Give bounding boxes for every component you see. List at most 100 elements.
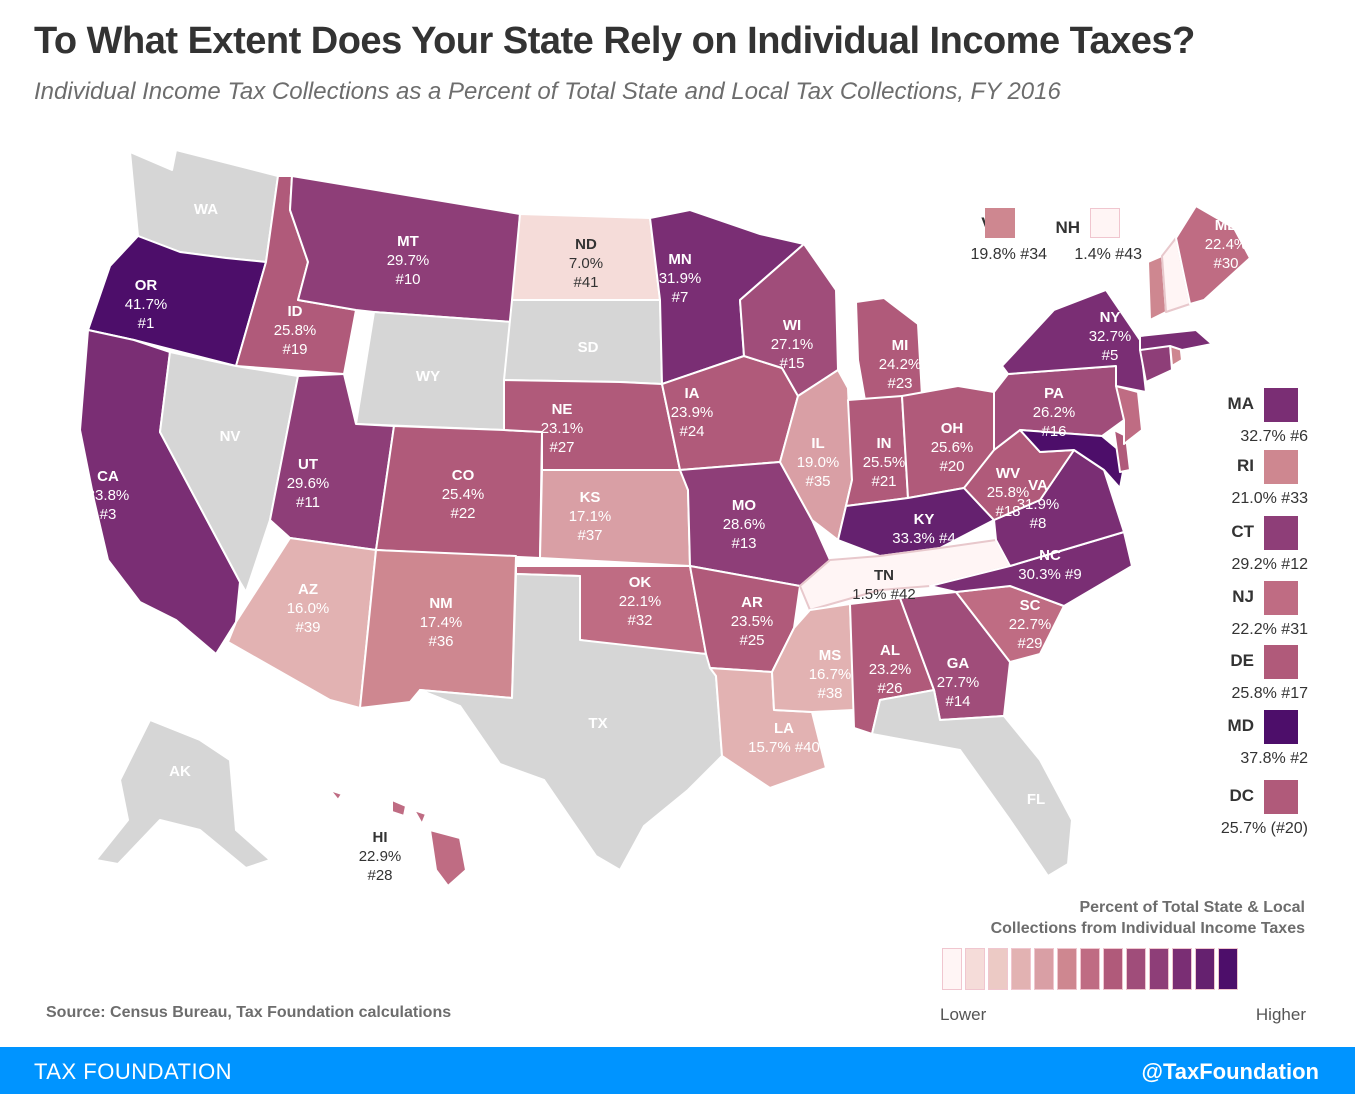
legend-high-label: Higher: [1255, 1005, 1306, 1024]
state-rank-ut: #11: [296, 494, 320, 511]
side-value-ma: 32.7% #6: [1240, 428, 1308, 445]
state-rank-ok: #32: [627, 612, 652, 629]
state-value-wv: 25.8%: [987, 484, 1030, 501]
legend-swatch-1: [942, 948, 962, 990]
state-ks: [539, 469, 691, 567]
state-value-ia: 23.9%: [671, 404, 714, 421]
side-swatch-md: [1264, 710, 1298, 744]
state-me: [1175, 205, 1251, 305]
state-value-sc: 22.7%: [1009, 616, 1052, 633]
state-value-nd: 7.0%: [569, 255, 603, 272]
state-value-mt: 29.7%: [387, 252, 430, 269]
state-value-co: 25.4%: [442, 486, 485, 503]
state-rank-me: #30: [1213, 255, 1238, 272]
state-value-id: 25.8%: [274, 322, 317, 339]
state-label-hi: HI: [373, 829, 388, 846]
state-value-ne: 23.1%: [541, 420, 584, 437]
footer-twitter-handle[interactable]: @TaxFoundation: [1141, 1059, 1319, 1084]
state-label-nv: NV: [220, 428, 241, 445]
side-abbr-ri: RI: [1237, 456, 1254, 475]
state-rank-co: #22: [450, 505, 475, 522]
state-ak: [95, 719, 271, 869]
state-label-az: AZ: [298, 581, 318, 598]
state-rank-az: #39: [295, 619, 320, 636]
page-title: To What Extent Does Your State Rely on I…: [34, 20, 1195, 62]
state-nj: [1115, 385, 1143, 445]
state-value-ms: 16.7%: [809, 666, 852, 683]
state-value-pa: 26.2%: [1033, 404, 1076, 421]
state-label-mo: MO: [732, 497, 756, 514]
state-label-in: IN: [877, 435, 892, 452]
state-label-ks: KS: [580, 489, 601, 506]
state-rank-pa: #16: [1041, 423, 1066, 440]
state-rank-id: #19: [282, 341, 307, 358]
state-label-ok: OK: [629, 574, 652, 591]
state-rank-mo: #13: [731, 535, 756, 552]
state-rank-va: #8: [1030, 515, 1047, 532]
state-label-la: LA: [774, 720, 794, 737]
legend-swatch-4: [1011, 948, 1031, 990]
state-label-ms: MS: [819, 647, 842, 664]
state-label-ky: KY: [914, 511, 935, 528]
state-label-ca: CA: [97, 468, 119, 485]
state-fl: [871, 689, 1073, 877]
state-rank-in: #21: [871, 473, 896, 490]
state-label-il: IL: [811, 435, 824, 452]
side-swatch-vt: [985, 208, 1015, 238]
side-value-ct: 29.2% #12: [1231, 556, 1308, 573]
state-hi: [329, 789, 467, 887]
side-abbr-nh: NH: [1055, 218, 1080, 237]
state-value-va: 31.9%: [1017, 496, 1060, 513]
state-label-va: VA: [1028, 477, 1048, 494]
state-value-ky: 33.3% #4: [892, 530, 955, 547]
state-label-me: ME: [1215, 217, 1238, 234]
state-label-wi: WI: [783, 317, 801, 334]
legend-swatch-2: [965, 948, 985, 990]
state-value-or: 41.7%: [125, 296, 168, 313]
state-value-ny: 32.7%: [1089, 328, 1132, 345]
state-rank-mi: #23: [887, 375, 912, 392]
state-rank-ny: #5: [1102, 347, 1119, 364]
state-rank-ia: #24: [679, 423, 704, 440]
legend-swatch-12: [1195, 948, 1215, 990]
legend-swatch-8: [1103, 948, 1123, 990]
state-rank-ga: #14: [945, 693, 970, 710]
side-swatch-nh: [1090, 208, 1120, 238]
side-swatch-de: [1264, 645, 1298, 679]
side-value-md: 37.8% #2: [1240, 750, 1308, 767]
state-label-tx: TX: [588, 715, 607, 732]
side-value-ri: 21.0% #33: [1231, 490, 1308, 507]
state-rank-ks: #37: [577, 527, 602, 544]
state-label-nc: NC: [1039, 547, 1061, 564]
state-rank-hi: #28: [367, 867, 392, 884]
state-value-ut: 29.6%: [287, 475, 330, 492]
state-label-ne: NE: [552, 401, 573, 418]
state-label-ut: UT: [298, 456, 318, 473]
legend-swatch-9: [1126, 948, 1146, 990]
state-ma: [1139, 329, 1213, 351]
side-abbr-nj: NJ: [1232, 587, 1254, 606]
state-value-ga: 27.7%: [937, 674, 980, 691]
side-value-de: 25.8% #17: [1231, 685, 1308, 702]
state-label-mt: MT: [397, 233, 419, 250]
page-subtitle: Individual Income Tax Collections as a P…: [34, 78, 1061, 105]
state-value-ar: 23.5%: [731, 613, 774, 630]
source-note: Source: Census Bureau, Tax Foundation ca…: [46, 1004, 452, 1021]
state-value-ca: 33.8%: [87, 487, 130, 504]
legend-low-label: Lower: [940, 1005, 987, 1024]
state-label-nm: NM: [429, 595, 452, 612]
state-value-la: 15.7% #40: [748, 739, 820, 756]
state-label-fl: FL: [1027, 791, 1045, 808]
state-label-mi: MI: [892, 337, 909, 354]
side-value-nh: 1.4% #43: [1074, 246, 1142, 263]
state-rank-ca: #3: [100, 506, 117, 523]
state-ny: [1001, 289, 1147, 393]
legend-title-line1: Percent of Total State & Local: [1079, 899, 1305, 916]
state-value-mn: 31.9%: [659, 270, 702, 287]
side-abbr-md: MD: [1227, 716, 1254, 735]
legend-color-scale: [942, 948, 1238, 990]
state-label-sd: SD: [578, 339, 599, 356]
state-value-il: 19.0%: [797, 454, 840, 471]
state-md: [1019, 429, 1127, 489]
state-value-oh: 25.6%: [931, 439, 974, 456]
